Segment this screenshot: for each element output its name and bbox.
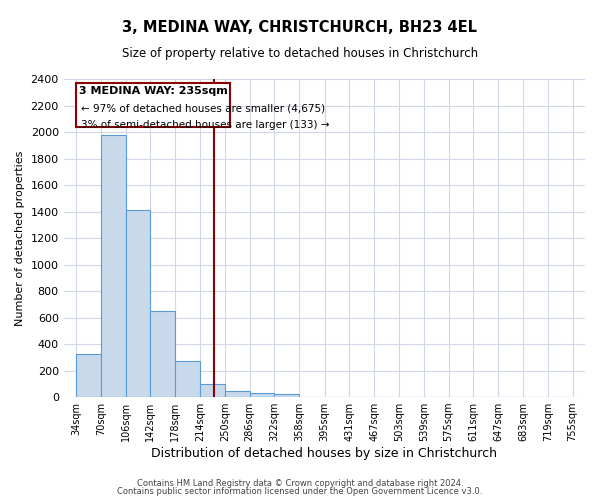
Text: ← 97% of detached houses are smaller (4,675): ← 97% of detached houses are smaller (4,… [81,104,325,114]
Bar [125,210,151,397]
Y-axis label: Number of detached properties: Number of detached properties [15,150,25,326]
Text: 3 MEDINA WAY: 235sqm: 3 MEDINA WAY: 235sqm [79,86,227,96]
Bar [225,391,250,397]
Bar [274,394,299,397]
Text: Contains public sector information licensed under the Open Government Licence v3: Contains public sector information licen… [118,487,482,496]
Text: Size of property relative to detached houses in Christchurch: Size of property relative to detached ho… [122,48,478,60]
Text: 3, MEDINA WAY, CHRISTCHURCH, BH23 4EL: 3, MEDINA WAY, CHRISTCHURCH, BH23 4EL [122,20,478,35]
Bar [175,360,200,397]
FancyBboxPatch shape [76,83,230,126]
Bar [101,136,125,397]
Bar [200,384,225,397]
Text: 3% of semi-detached houses are larger (133) →: 3% of semi-detached houses are larger (1… [81,120,330,130]
Bar [151,311,175,397]
Bar [76,354,101,397]
X-axis label: Distribution of detached houses by size in Christchurch: Distribution of detached houses by size … [151,447,497,460]
Bar [250,393,274,397]
Text: Contains HM Land Registry data © Crown copyright and database right 2024.: Contains HM Land Registry data © Crown c… [137,478,463,488]
